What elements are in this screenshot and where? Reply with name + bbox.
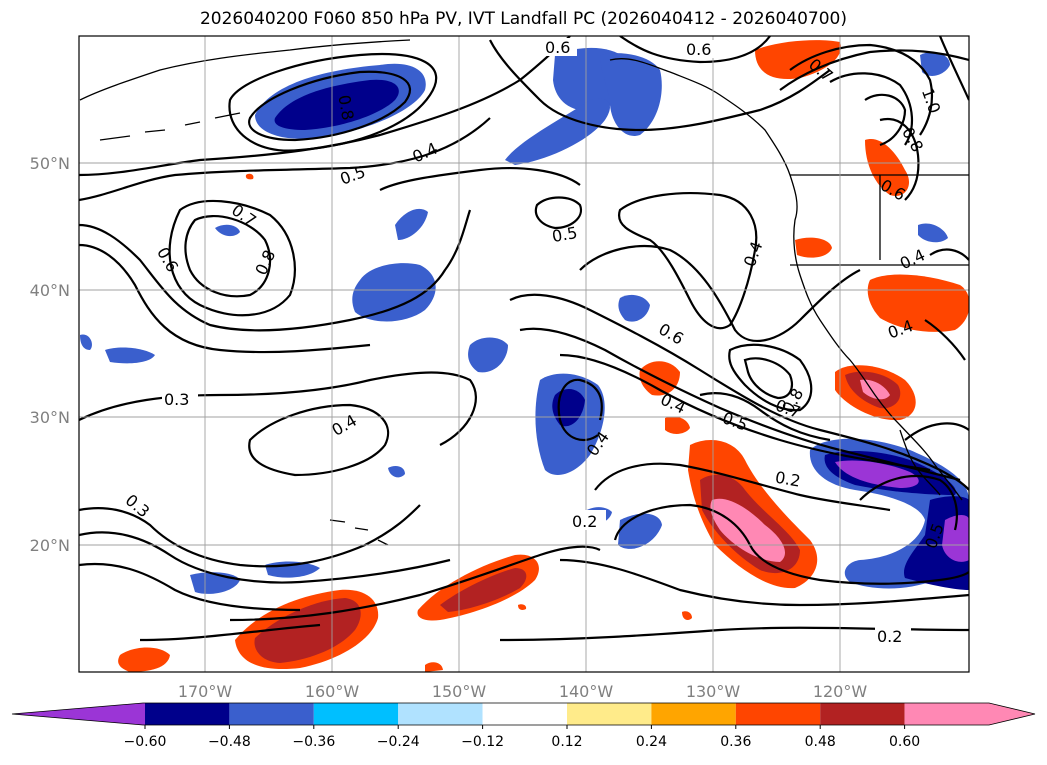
contour-label: 0.6 — [545, 38, 570, 57]
colorbar-tick-label: 0.48 — [805, 734, 836, 750]
colorbar-tick-label: −0.48 — [208, 734, 251, 750]
colorbar-segment — [820, 703, 905, 725]
contour-label: 0.5 — [550, 223, 578, 246]
colorbar-tick-label: −0.24 — [377, 734, 420, 750]
colorbar-extend-low — [12, 703, 143, 725]
colorbar-tick-label: −0.36 — [292, 734, 335, 750]
contour-label: 0.6 — [686, 40, 711, 59]
colorbar-segment — [145, 703, 230, 725]
coastlines — [79, 39, 969, 546]
longitude-labels: 170°W 160°W 150°W 140°W 130°W 120°W — [178, 682, 868, 701]
lon-label: 140°W — [559, 682, 614, 701]
colorbar-tick-label: 0.36 — [720, 734, 751, 750]
map-frame — [78, 35, 970, 673]
colorbar-segment — [313, 703, 399, 725]
graticule — [79, 36, 969, 672]
lon-label: 170°W — [178, 682, 233, 701]
colorbar-tick-label: −0.12 — [461, 734, 504, 750]
lat-label: 20°N — [30, 536, 70, 555]
ivt-contours — [79, 36, 969, 642]
colorbar-segment — [735, 703, 821, 725]
colorbar: −0.60 −0.48 −0.36 −0.24 −0.12 0.12 0.24 0.36 0.4… — [11, 702, 1036, 750]
latitude-labels: 50°N 40°N 30°N 20°N — [30, 154, 70, 555]
colorbar-segment — [651, 703, 736, 725]
lat-label: 50°N — [30, 154, 70, 173]
colorbar-segment — [904, 703, 989, 725]
colorbar-segment — [229, 703, 314, 725]
colorbar-tick-label: 0.60 — [889, 734, 920, 750]
map-title: 2026040200 F060 850 hPa PV, IVT Landfall… — [199, 9, 847, 29]
contour-label: 0.2 — [877, 627, 902, 646]
contour-label: 0.8 — [334, 93, 357, 121]
pv-shading — [80, 40, 969, 672]
contour-label: 0.2 — [774, 468, 802, 491]
colorbar-tick-label: 0.12 — [551, 734, 582, 750]
contour-label: 0.3 — [164, 390, 189, 409]
colorbar-outline — [11, 702, 1036, 726]
lat-label: 40°N — [30, 281, 70, 300]
lat-label: 30°N — [30, 408, 70, 427]
colorbar-segment — [398, 703, 483, 725]
colorbar-tick-label: 0.24 — [636, 734, 667, 750]
lon-label: 160°W — [305, 682, 360, 701]
contour-label: 0.2 — [572, 512, 597, 531]
colorbar-extend-high — [989, 703, 1035, 725]
colorbar-tick-label: −0.60 — [124, 734, 167, 750]
lon-label: 150°W — [432, 682, 487, 701]
lon-label: 120°W — [813, 682, 868, 701]
colorbar-segment — [567, 703, 652, 725]
colorbar-segment — [143, 703, 145, 725]
colorbar-segment — [482, 703, 567, 725]
lon-label: 130°W — [686, 682, 741, 701]
